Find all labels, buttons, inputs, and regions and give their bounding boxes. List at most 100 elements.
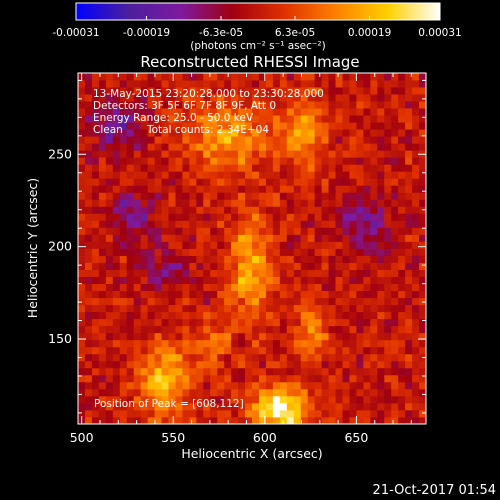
heatmap-cell [342, 402, 350, 411]
heatmap-cell [168, 157, 176, 165]
heatmap-cell [314, 395, 322, 404]
heatmap-cell [168, 416, 176, 425]
heatmap-cell [210, 213, 218, 221]
heatmap-cell [119, 346, 128, 355]
heatmap-cell [161, 388, 169, 397]
heatmap-cell [328, 192, 336, 200]
heatmap-cell [279, 143, 288, 151]
heatmap-cell [405, 94, 413, 102]
heatmap-cell [140, 108, 148, 116]
heatmap-cell [370, 353, 378, 362]
heatmap-cell [363, 220, 371, 228]
heatmap-cell [238, 402, 246, 411]
heatmap-cell [154, 262, 162, 270]
heatmap-cell [370, 220, 378, 228]
heatmap-cell [272, 73, 281, 81]
heatmap-cell [258, 269, 267, 277]
heatmap-cell [419, 199, 427, 207]
heatmap-cell [203, 395, 211, 404]
heatmap-cell [203, 122, 211, 130]
heatmap-cell [279, 199, 288, 207]
heatmap-cell [168, 87, 176, 95]
heatmap-cell [300, 318, 309, 327]
heatmap-cell [370, 171, 378, 179]
heatmap-cell [196, 157, 204, 165]
heatmap-cell [203, 101, 211, 109]
heatmap-cell [272, 402, 281, 411]
heatmap-cell [335, 171, 343, 179]
heatmap-cell [300, 129, 309, 137]
heatmap-cell [384, 73, 392, 81]
heatmap-cell [405, 185, 413, 193]
heatmap-cell [363, 283, 371, 292]
heatmap-cell [300, 367, 309, 376]
heatmap-cell [252, 318, 260, 327]
heatmap-cell [126, 199, 135, 207]
heatmap-cell [412, 269, 420, 277]
heatmap-cell [328, 353, 336, 362]
x-tick-label: 500 [70, 430, 94, 445]
heatmap-cell [140, 220, 148, 228]
heatmap-cell [356, 276, 364, 284]
heatmap-cell [412, 87, 420, 95]
heatmap-cell [391, 227, 399, 235]
heatmap-cell [140, 185, 148, 193]
heatmap-cell [293, 311, 302, 320]
heatmap-cell [307, 108, 316, 116]
heatmap-cell [419, 283, 427, 292]
heatmap-cell [161, 297, 169, 306]
heatmap-cell [349, 206, 357, 214]
heatmap-cell [182, 94, 190, 102]
heatmap-cell [258, 241, 267, 249]
heatmap-cell [91, 73, 100, 81]
heatmap-cell [412, 283, 420, 292]
heatmap-cell [356, 304, 364, 313]
heatmap-cell [91, 199, 100, 207]
heatmap-cell [356, 381, 364, 390]
heatmap-cell [161, 290, 169, 299]
heatmap-cell [98, 206, 107, 214]
heatmap-cell [98, 360, 107, 369]
heatmap-cell [314, 311, 322, 320]
heatmap-cell [168, 185, 176, 193]
heatmap-cell [412, 94, 420, 102]
heatmap-cell [398, 101, 406, 109]
heatmap-cell [91, 87, 100, 95]
heatmap-cell [293, 129, 302, 137]
heatmap-cell [98, 213, 107, 221]
heatmap-cell [112, 143, 121, 151]
heatmap-cell [196, 402, 204, 411]
heatmap-cell [279, 374, 288, 383]
heatmap-cell [189, 395, 197, 404]
heatmap-cell [126, 115, 135, 123]
heatmap-cell [133, 199, 142, 207]
heatmap-cell [196, 206, 204, 214]
heatmap-cell [126, 367, 135, 376]
heatmap-cell [363, 108, 371, 116]
heatmap-cell [119, 199, 128, 207]
heatmap-cell [286, 290, 295, 299]
heatmap-cell [307, 199, 316, 207]
heatmap-cell [91, 171, 100, 179]
heatmap-cell [203, 220, 211, 228]
heatmap-cell [314, 87, 322, 95]
heatmap-cell [300, 115, 309, 123]
heatmap-cell [419, 290, 427, 299]
heatmap-cell [175, 388, 183, 397]
heatmap-cell [154, 381, 162, 390]
heatmap-cell [412, 241, 420, 249]
heatmap-cell [314, 206, 322, 214]
heatmap-cell [112, 388, 121, 397]
heatmap-cell [98, 192, 107, 200]
heatmap-cell [349, 150, 357, 158]
heatmap-cell [161, 283, 169, 292]
heatmap-cell [175, 178, 183, 186]
heatmap-cell [419, 192, 427, 200]
heatmap-cell [314, 213, 322, 221]
heatmap-cell [182, 87, 190, 95]
heatmap-cell [370, 150, 378, 158]
heatmap-cell [210, 311, 218, 320]
heatmap-cell [147, 416, 155, 425]
heatmap-cell [210, 416, 218, 425]
heatmap-cell [203, 108, 211, 116]
